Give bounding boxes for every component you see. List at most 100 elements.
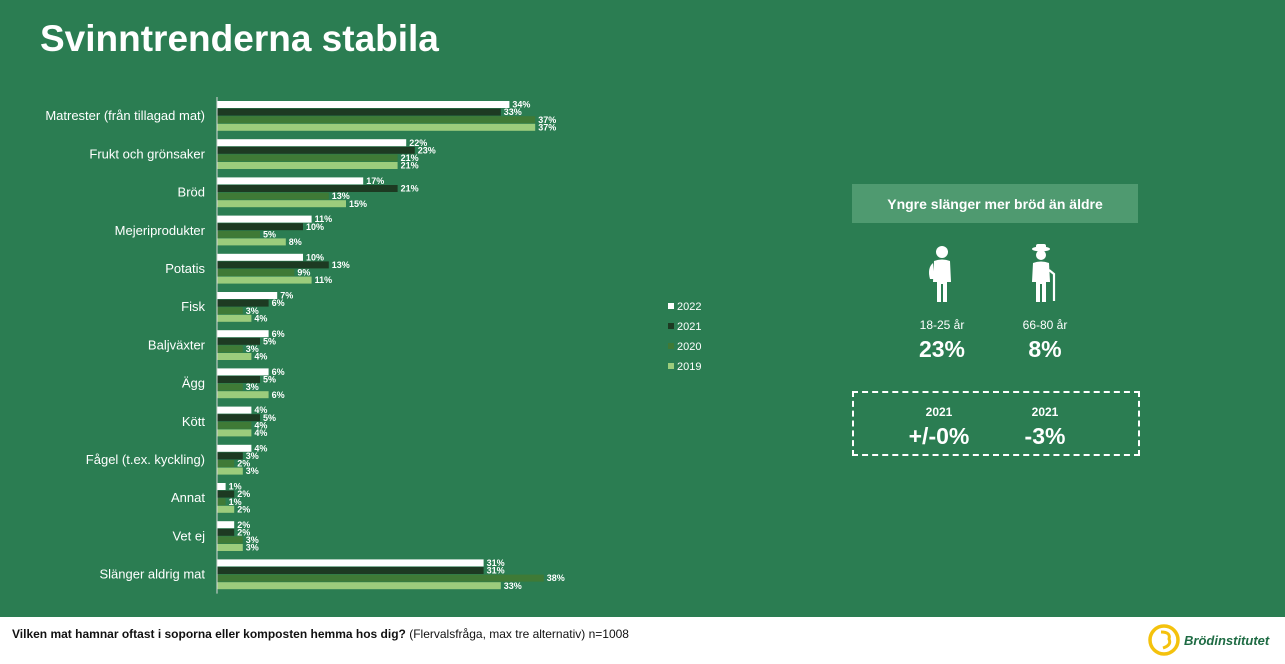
data-label: 11% [315, 275, 333, 285]
bar-2019 [217, 162, 398, 169]
legend-label-2022: 2022 [677, 301, 701, 313]
category-label: Baljväxter [148, 337, 206, 352]
brand-logo: Brödinstitutet [1147, 623, 1269, 657]
category-label: Ägg [182, 376, 205, 391]
survey-question-text: Vilken mat hamnar oftast i soporna eller… [12, 627, 406, 641]
age-value-elderly: 8% [1028, 336, 1062, 362]
category-label: Mejeriprodukter [115, 223, 206, 238]
data-label: 11% [315, 214, 333, 224]
bar-2019 [217, 276, 312, 284]
data-label: 2% [237, 520, 250, 530]
data-label: 4% [254, 313, 267, 323]
bar-2020 [217, 230, 260, 238]
bar-2020 [217, 574, 544, 582]
data-label: 6% [272, 390, 285, 400]
bar-2019 [217, 353, 252, 360]
bar-2019 [217, 429, 252, 437]
data-label: 38% [547, 573, 565, 583]
bar-2021 [217, 108, 501, 116]
data-label: 8% [289, 237, 302, 247]
bar-2022 [217, 444, 252, 452]
data-label: 31% [487, 558, 505, 568]
bar-2020 [217, 460, 235, 467]
bar-2020 [217, 421, 252, 429]
bar-2019 [217, 467, 243, 475]
legend-label-2020: 2020 [677, 341, 701, 353]
bar-2022 [217, 559, 484, 567]
bar-2022 [217, 101, 510, 108]
data-label: 31% [487, 566, 505, 576]
data-label: 10% [306, 252, 324, 262]
survey-question-note: (Flervalsfråga, max tre alternativ) n=10… [405, 627, 629, 641]
data-label: 13% [332, 260, 350, 270]
data-label: 13% [332, 191, 350, 201]
bar-2021 [217, 299, 269, 307]
data-label: 10% [306, 222, 324, 232]
data-label: 3% [246, 306, 259, 316]
data-label: 9% [297, 268, 310, 278]
bar-2022 [217, 368, 269, 376]
category-label: Fisk [181, 299, 205, 314]
bar-2020 [217, 154, 398, 162]
bar-2020 [217, 307, 243, 315]
legend-swatch-2019 [668, 363, 674, 369]
bar-2022 [217, 177, 364, 185]
bar-chart: Matrester (från tillagad mat)34%33%37%37… [45, 97, 701, 594]
bar-2019 [217, 200, 346, 208]
data-label: 5% [263, 229, 276, 239]
data-label: 3% [246, 382, 259, 392]
bar-2019 [217, 582, 501, 590]
data-label: 3% [246, 344, 259, 354]
bar-2021 [217, 337, 260, 345]
bar-2021 [217, 414, 260, 422]
data-label: 1% [229, 497, 242, 507]
elderly-person-icon [1032, 244, 1056, 302]
category-label: Bröd [178, 185, 205, 200]
data-label: 5% [263, 413, 276, 423]
category-label: Frukt och grönsaker [89, 146, 205, 161]
bar-2021 [217, 261, 329, 269]
change-value-elderly: -3% [1024, 423, 1066, 449]
bar-2020 [217, 536, 243, 544]
data-label: 5% [263, 375, 276, 385]
data-label: 21% [401, 153, 419, 163]
data-label: 3% [246, 451, 259, 461]
data-label: 3% [246, 535, 259, 545]
data-label: 2% [237, 489, 250, 499]
category-label: Matrester (från tillagad mat) [45, 108, 205, 123]
bar-2022 [217, 521, 235, 529]
data-label: 2% [237, 459, 250, 469]
page-title: Svinntrenderna stabila [40, 18, 439, 59]
bar-2019 [217, 238, 286, 246]
bar-2022 [217, 483, 226, 490]
data-label: 15% [349, 199, 367, 209]
bar-2021 [217, 185, 398, 192]
legend-label-2019: 2019 [677, 361, 701, 373]
data-label: 2% [237, 527, 250, 537]
bar-2019 [217, 505, 235, 513]
category-label: Kött [182, 414, 206, 429]
data-label: 2% [237, 504, 250, 514]
data-label: 1% [229, 482, 242, 492]
category-label: Potatis [165, 261, 205, 276]
bar-2022 [217, 330, 269, 338]
change-year-elderly: 2021 [1031, 405, 1059, 419]
change-value-young: +/-0% [908, 423, 970, 449]
bar-2021 [217, 223, 303, 231]
callout-header: Yngre slänger mer bröd än äldre [852, 184, 1138, 223]
legend-swatch-2020 [668, 343, 674, 349]
bar-2021 [217, 567, 484, 574]
bar-2022 [217, 406, 252, 414]
data-label: 4% [254, 428, 267, 438]
category-label: Annat [171, 490, 205, 505]
change-box: 2021 +/-0% 2021 -3% [852, 391, 1140, 456]
bar-2022 [217, 292, 278, 299]
footer: Vilken mat hamnar oftast i soporna eller… [0, 617, 1285, 664]
bar-2019 [217, 123, 536, 131]
bar-2019 [217, 314, 252, 322]
bar-2020 [217, 498, 226, 506]
data-label: 4% [254, 420, 267, 430]
change-year-young: 2021 [925, 405, 953, 419]
data-label: 33% [504, 107, 522, 117]
survey-question: Vilken mat hamnar oftast i soporna eller… [12, 627, 629, 641]
